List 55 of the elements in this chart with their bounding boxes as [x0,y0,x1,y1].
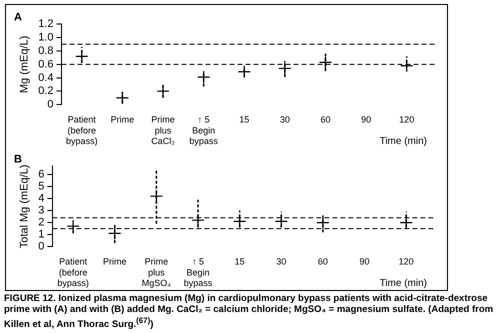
y-tick-label: 0 [38,240,44,253]
y-tick-label: 6 [38,168,44,181]
point [274,214,288,228]
point [191,214,205,227]
y-tick-label: 4 [38,192,44,205]
point [278,62,292,76]
point [400,216,413,230]
point [238,65,251,78]
y-tick-label: 0.2 [38,85,54,98]
point [400,59,414,72]
chart-title: A [14,12,22,24]
y-tick-label: 1.2 [38,18,54,30]
x-tick-label: 30 [280,114,290,124]
y-axis-title: Total Mg (mEq/L) [18,164,31,248]
y-tick-label: 5 [38,180,44,193]
y-tick-label: 1 [38,228,44,241]
x-tick-label: Prime [110,114,134,124]
point [316,216,330,230]
y-tick-label: 0.6 [38,58,54,70]
point [156,84,170,98]
x-axis-title: Time (min) [380,278,427,289]
y-axis-title: Mg (mEq/L) [18,36,31,94]
x-tick-label: 60 [320,114,330,124]
x-tick-label: 30 [276,256,286,266]
point [150,190,163,203]
y-tick-label: 3 [38,204,44,217]
x-tick-label: ↑ 5 Begin bypass [184,256,213,288]
point [318,56,332,69]
point [233,214,246,228]
x-tick-label: Prime [103,256,127,266]
x-tick-label: 90 [360,256,370,266]
chart-title: B [14,154,22,166]
x-tick-label: 120 [399,114,414,124]
point [197,70,210,84]
x-tick-label: 90 [361,114,372,124]
caption: FIGURE 12. Ionized plasma magnesium (Mg) in cardiopulmonary bypass patients with acid-citrate-dextrose prime with (A) and with (B) added Mg. CaCl₂ = calcium chloride; MgSO₄ = magnesium sulfate. (Adapted from Killen et al, Ann Thorac Surg.$^{(67)}$) [4,293,494,330]
y-tick-label: 0 [47,98,54,111]
x-tick-label: 15 [234,256,245,266]
y-tick-label: 2 [38,216,44,229]
y-tick-label: 0.8 [38,45,54,58]
x-tick-label: Prime plus CaCl₂ [151,114,176,146]
y-tick-label: 1.0 [38,32,54,44]
x-tick-label: Patient (before bypass) [57,256,89,288]
point [116,91,130,104]
point [66,220,80,233]
x-tick-label: Patient (before bypass) [66,114,98,146]
x-tick-label: 60 [318,256,328,266]
point [75,50,88,63]
x-tick-label: 120 [398,256,414,266]
y-tick-label: 0.4 [38,72,54,84]
x-tick-label: 15 [239,114,250,124]
x-axis-title: Time (min) [380,136,427,147]
x-tick-label: Prime plus MgSO₄ [142,256,172,288]
point [108,226,122,240]
x-tick-label: ↑ 5 Begin bypass [189,114,218,146]
